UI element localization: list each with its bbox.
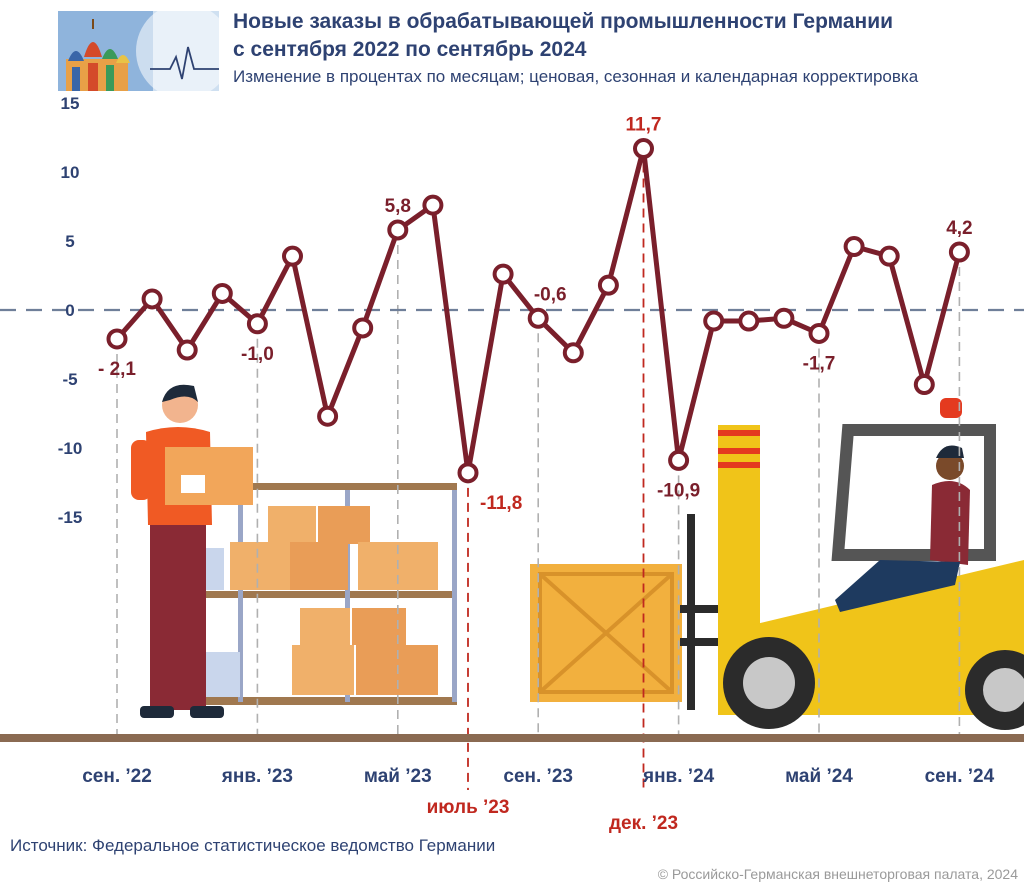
data-point: [948, 241, 970, 263]
data-label: -10,9: [657, 480, 700, 501]
y-tick-label: -10: [58, 439, 83, 458]
y-tick-label: 5: [65, 232, 74, 251]
warehouse-illustration: [131, 384, 457, 718]
y-tick-label: -5: [62, 370, 77, 389]
data-label: - 2,1: [98, 359, 136, 380]
y-tick-label: 0: [65, 301, 74, 320]
data-label: 5,8: [385, 196, 411, 217]
data-point: [457, 462, 479, 484]
x-tick-label: янв. ’23: [221, 766, 293, 787]
data-point: [668, 449, 690, 471]
axes: 15 10 5 0 -5 -10 -15 сен. ’22 янв. ’23 май ’23 сен…: [0, 94, 1024, 834]
worker-icon: [131, 384, 253, 718]
data-point: [808, 322, 830, 344]
data-label: -11,8: [480, 493, 522, 514]
data-point: [562, 342, 584, 364]
data-point: [703, 310, 725, 332]
x-tick-label: сен. ’23: [503, 766, 573, 787]
data-point: [387, 219, 409, 241]
data-point: [317, 405, 339, 427]
x-tick-label: янв. ’24: [642, 766, 715, 787]
highlight-tick-label: июль ’23: [427, 797, 510, 818]
data-point: [246, 313, 268, 335]
x-tick-label: сен. ’24: [925, 766, 995, 787]
data-point: [282, 245, 303, 267]
data-point: [773, 307, 795, 329]
chart-subtitle: Изменение в процентах по месяцам; ценова…: [233, 67, 919, 86]
forklift-illustration: [530, 398, 1024, 730]
labels: - 2,1 -1,0 5,8 -11,8 -0,6 11,7 -10,9 -1,7 4,2: [98, 115, 973, 514]
chart-title-line-1: Новые заказы в обрабатывающей промышленн…: [233, 10, 894, 33]
data-point: [738, 310, 760, 332]
x-axis-baseline: [0, 734, 1024, 742]
data-label: 4,2: [946, 218, 972, 239]
data-point: [597, 274, 619, 296]
data-point: [878, 245, 900, 267]
x-tick-label: май ’24: [785, 766, 853, 787]
y-tick-label: 15: [61, 94, 80, 113]
gridlines: [116, 148, 961, 790]
source-note: Источник: Федеральное статистическое вед…: [10, 836, 496, 855]
y-tick-label: -15: [58, 508, 83, 527]
data-point: [492, 263, 514, 285]
y-tick-label: 10: [61, 163, 80, 182]
crate-icon: [530, 564, 682, 702]
pulse-line-icon: [150, 46, 219, 80]
data-point: [211, 282, 233, 304]
chart-title-line-2: с сентября 2022 по сентябрь 2024: [233, 38, 587, 61]
data-point: [176, 339, 198, 361]
series: [106, 138, 970, 484]
shelf-icon: [172, 483, 457, 705]
x-tick-label: май ’23: [364, 766, 432, 787]
chamber-logo: [58, 11, 219, 91]
data-point: [527, 307, 549, 329]
data-point: [422, 194, 444, 216]
data-label: -1,0: [241, 344, 274, 365]
data-point: [352, 317, 374, 339]
data-point: [843, 236, 865, 258]
data-point: [913, 374, 935, 396]
highlight-tick-label: дек. ’23: [609, 813, 678, 834]
data-label: -0,6: [534, 284, 567, 305]
data-point: [106, 328, 128, 350]
copyright-note: © Российско-Германская внешнеторговая па…: [657, 866, 1018, 882]
data-label: 11,7: [626, 115, 662, 136]
cathedral-icon: [66, 19, 130, 91]
data-point: [633, 138, 654, 160]
data-label: -1,7: [803, 353, 836, 374]
x-tick-label: сен. ’22: [82, 766, 152, 787]
data-point: [141, 288, 163, 310]
